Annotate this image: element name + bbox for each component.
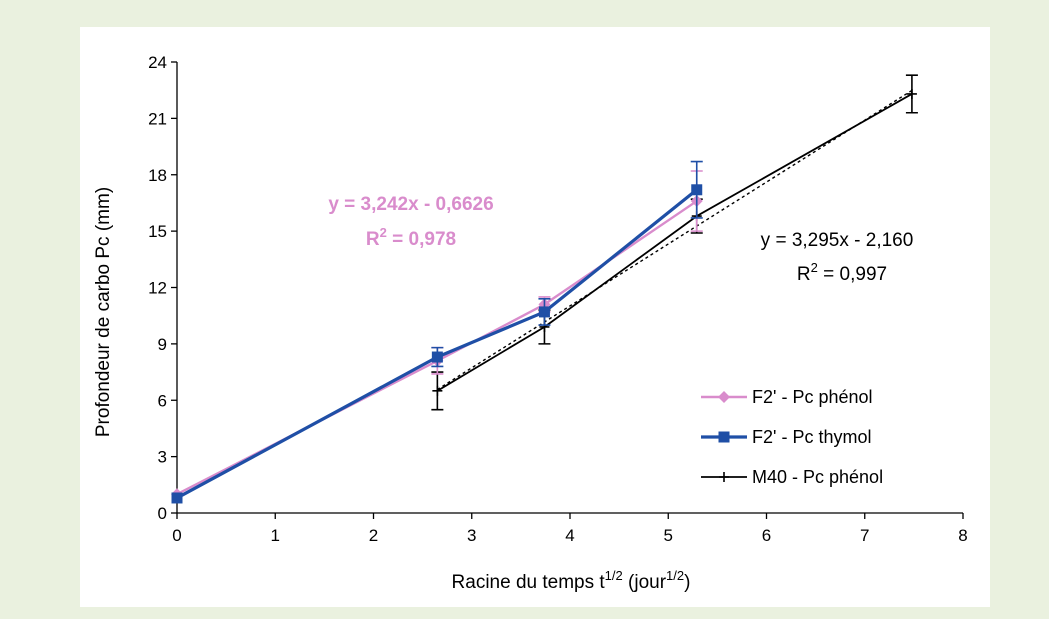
equation-m40-phenol: y = 3,295x - 2,160 R2 = 0,997	[761, 230, 914, 285]
point-f2-thymol	[431, 351, 443, 363]
legend-marker-f2-thymol	[718, 431, 730, 443]
point-f2-thymol	[538, 306, 550, 318]
point-f2-thymol	[691, 184, 703, 196]
x-axis-label-main: Racine du temps t	[452, 572, 606, 593]
legend-item-f2-phenol: F2' - Pc phénol	[701, 387, 873, 407]
x-tick-label: 7	[860, 526, 869, 545]
chart-panel: Profondeur de carbo Pc (mm) Racine du te…	[80, 27, 990, 607]
y-tick-label: 9	[158, 335, 167, 354]
equation-f2-phenol-line1: y = 3,242x - 0,6626	[328, 194, 493, 215]
y-tick-label: 0	[158, 504, 167, 523]
x-tick-label: 8	[958, 526, 967, 545]
series-f2-phenol	[171, 170, 703, 501]
x-tick-label: 3	[467, 526, 476, 545]
series-line-f2-thymol	[176, 188, 698, 500]
plot-layer	[171, 74, 918, 504]
x-tick-label: 4	[565, 526, 574, 545]
r2-m40-pre: R	[797, 264, 811, 285]
series-f2-thymol	[171, 160, 703, 504]
x-tick-label: 1	[271, 526, 280, 545]
x-axis-label-end: )	[684, 572, 690, 593]
series-line-m40-phenol	[436, 93, 913, 392]
y-tick-label: 18	[148, 166, 167, 185]
y-axis-label: Profondeur de carbo Pc (mm)	[93, 187, 114, 437]
x-tick-label: 6	[762, 526, 771, 545]
legend-item-f2-thymol: F2' - Pc thymol	[701, 427, 871, 447]
x-tick-label: 0	[172, 526, 181, 545]
x-axis-label-sup: 1/2	[605, 568, 623, 583]
equation-f2-phenol-line2: R2 = 0,978	[366, 225, 456, 250]
r2-m40-post: = 0,997	[818, 264, 887, 285]
r2-f2-phenol-sup: 2	[380, 225, 387, 240]
legend-label-f2-phenol: F2' - Pc phénol	[752, 387, 873, 407]
equation-m40-phenol-line2: R2 = 0,997	[797, 260, 887, 285]
y-tick-label: 24	[148, 53, 167, 72]
x-tick-label: 2	[369, 526, 378, 545]
r2-m40-sup: 2	[811, 260, 818, 275]
y-tick-label: 21	[148, 109, 167, 128]
legend-label-m40-phenol: M40 - Pc phénol	[752, 467, 883, 487]
x-axis-label-tail: (jour	[623, 572, 667, 593]
point-m40-phenol	[432, 385, 443, 396]
equation-f2-phenol: y = 3,242x - 0,6626 R2 = 0,978	[328, 194, 493, 250]
y-tick-label: 6	[158, 391, 167, 410]
equation-m40-phenol-line1: y = 3,295x - 2,160	[761, 230, 914, 251]
y-tick-label: 15	[148, 222, 167, 241]
y-tick-label: 3	[158, 448, 167, 467]
y-tick-label: 12	[148, 279, 167, 298]
legend-label-f2-thymol: F2' - Pc thymol	[752, 427, 871, 447]
legend-marker-f2-phenol	[718, 391, 730, 403]
legend-marker-m40-phenol	[719, 472, 729, 482]
legend: F2' - Pc phénol F2' - Pc thymol M40 - Pc p…	[701, 387, 883, 487]
chart: Profondeur de carbo Pc (mm) Racine du te…	[93, 53, 968, 593]
point-f2-thymol	[171, 492, 183, 504]
legend-item-m40-phenol: M40 - Pc phénol	[701, 467, 883, 487]
x-axis-label: Racine du temps t1/2 (jour1/2)	[452, 568, 691, 593]
x-tick-label: 5	[664, 526, 673, 545]
r2-f2-phenol-post: = 0,978	[387, 229, 456, 250]
point-m40-phenol	[906, 88, 917, 99]
x-axis-label-tail-sup: 1/2	[666, 568, 684, 583]
r2-f2-phenol-pre: R	[366, 229, 380, 250]
